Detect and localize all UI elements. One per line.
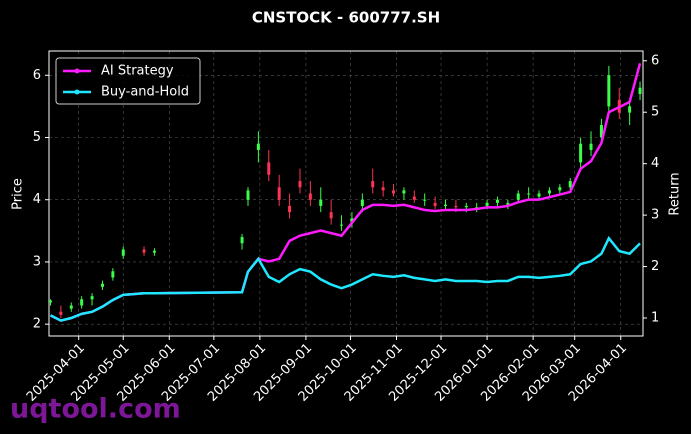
y2-tick-label: 3 — [651, 208, 659, 223]
legend: AI Strategy Buy-and-Hold — [55, 57, 201, 105]
candle-body — [638, 87, 642, 94]
candle-body — [100, 283, 104, 287]
candle-body — [537, 193, 541, 197]
line-series — [49, 235, 641, 322]
y2-tick-label: 5 — [651, 105, 659, 120]
candle-body — [277, 187, 281, 200]
candle-body — [360, 199, 364, 206]
candle-body — [558, 187, 562, 191]
candle-body — [80, 299, 84, 306]
watermark: uqtool.com — [10, 394, 181, 425]
candle-body — [433, 202, 437, 206]
y2-tick-label: 1 — [651, 310, 659, 325]
y-tick-label: 4 — [33, 192, 41, 207]
candle-body — [308, 193, 312, 200]
candle-body — [69, 305, 73, 309]
candle-body — [464, 205, 468, 208]
y2-tick-label: 2 — [651, 259, 659, 274]
candle-body — [402, 190, 406, 194]
candle-body — [111, 271, 115, 278]
candle-body — [267, 162, 271, 175]
candle-body — [579, 143, 583, 163]
candle-body — [423, 199, 427, 201]
candle-body — [298, 181, 302, 188]
legend-marker — [74, 68, 80, 74]
candle-body — [443, 204, 447, 206]
candle-body — [59, 311, 63, 315]
candle-body — [350, 218, 354, 222]
y2-tick-label: 4 — [651, 156, 659, 171]
y-tick-label: 5 — [33, 130, 41, 145]
candle-body — [547, 190, 551, 194]
candle-body — [340, 224, 344, 226]
candle-body — [256, 143, 260, 150]
candle-body — [607, 75, 611, 107]
legend-label: AI Strategy — [101, 64, 174, 79]
candle-body — [381, 187, 385, 191]
candle-body — [90, 296, 94, 300]
candle-body — [48, 300, 52, 303]
legend-marker — [74, 89, 80, 95]
plot-frame — [48, 50, 644, 337]
candle-body — [319, 199, 323, 206]
candle-body — [412, 196, 416, 200]
candle-body — [454, 205, 458, 208]
y2-axis-label: Return — [668, 172, 683, 215]
candle-body — [506, 202, 510, 206]
candle-body — [152, 250, 156, 253]
candle-body — [329, 212, 333, 219]
chart-title: CNSTOCK - 600777.SH — [252, 9, 440, 27]
candle-body — [568, 181, 572, 188]
candle-body — [516, 193, 520, 200]
legend-box — [55, 57, 201, 105]
candle-body — [599, 125, 603, 138]
candle-body — [371, 181, 375, 188]
y-tick-label: 6 — [33, 68, 41, 83]
y-axis-label: Price — [11, 178, 26, 210]
legend-label: Buy-and-Hold — [101, 85, 189, 100]
y-tick-label: 2 — [33, 317, 41, 332]
y-tick-label: 3 — [33, 254, 41, 269]
y2-tick-label: 6 — [651, 53, 659, 68]
candle-body — [240, 237, 244, 244]
candle-body — [527, 193, 531, 195]
candle-body — [288, 205, 292, 213]
candle-body — [485, 202, 489, 206]
candle-body — [589, 143, 593, 150]
candle-body — [142, 249, 146, 253]
candle-body — [121, 249, 125, 256]
candle-body — [392, 190, 396, 194]
candle-body — [628, 106, 632, 113]
candle-body — [495, 199, 499, 203]
candle-body — [246, 190, 250, 200]
